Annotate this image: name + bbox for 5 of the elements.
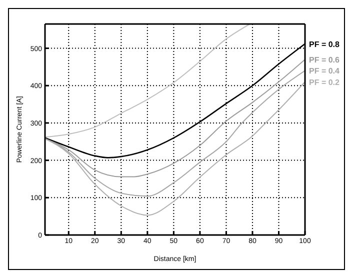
- line-series: [45, 24, 250, 138]
- series-label: PF = 0.6: [309, 55, 340, 64]
- series-label: PF = 0.4: [309, 66, 340, 76]
- series-label: PF = 0.8: [309, 40, 340, 49]
- series-label: PF = 0.2: [309, 78, 340, 87]
